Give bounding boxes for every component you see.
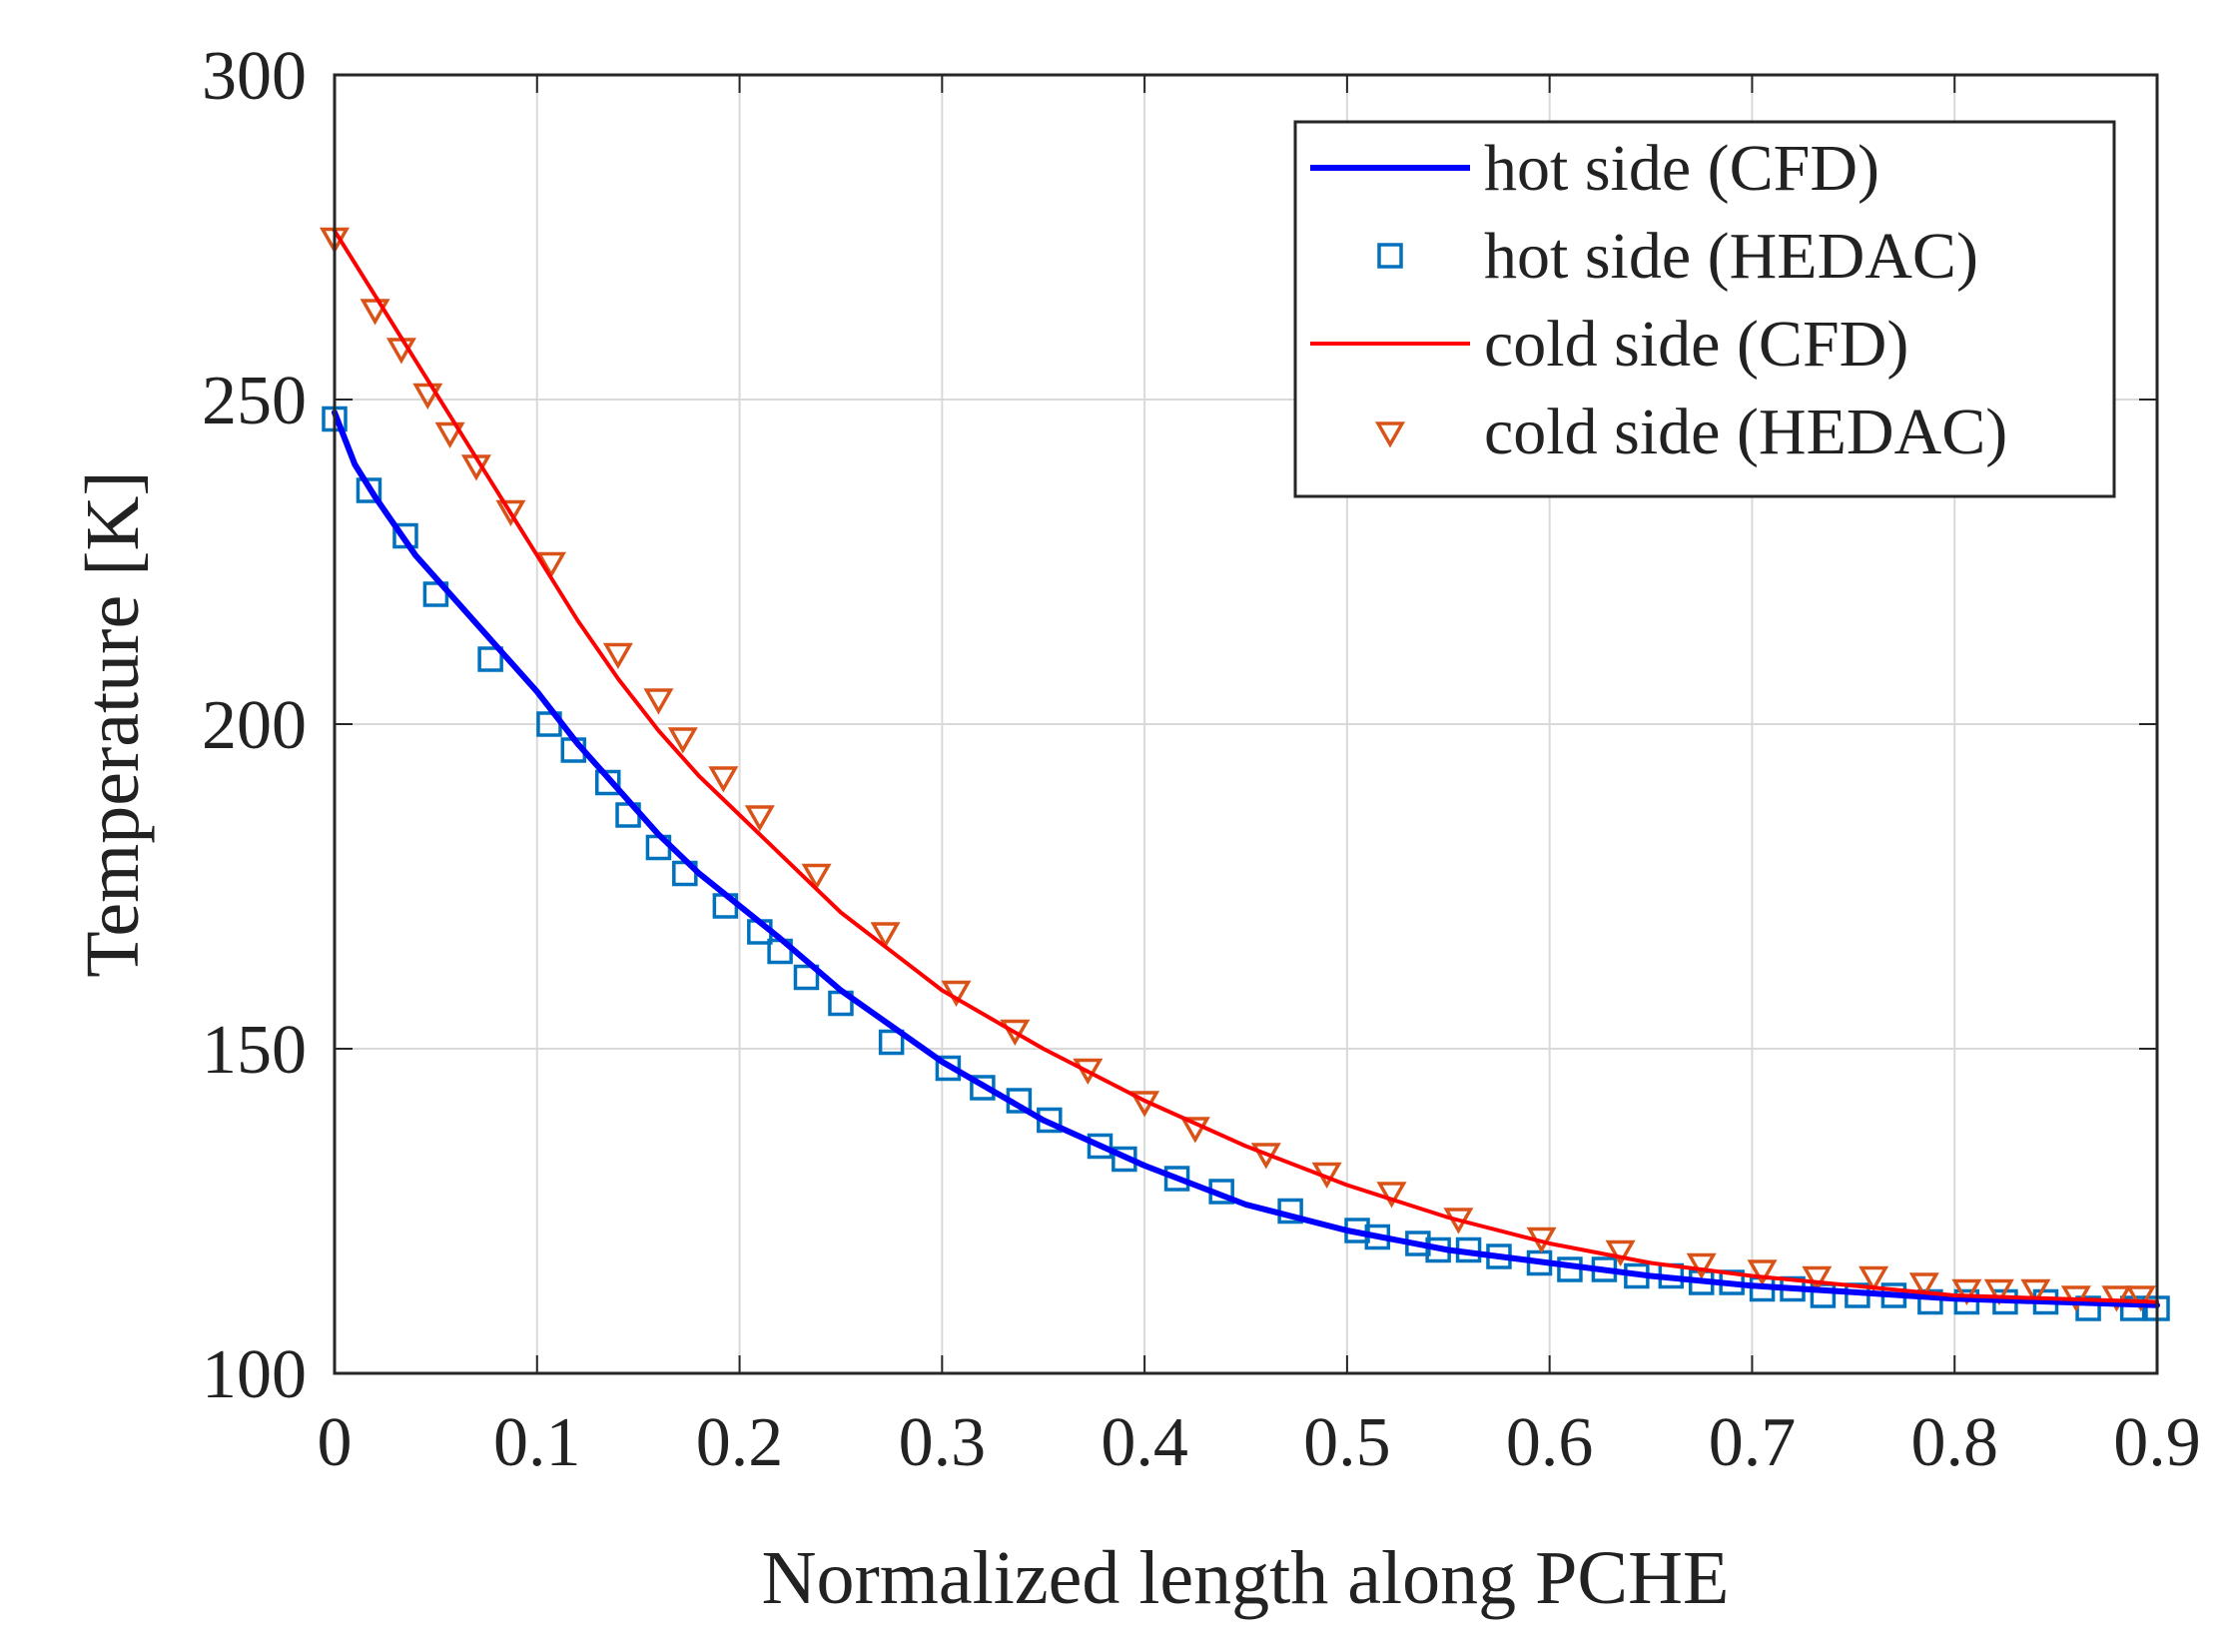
cold-side-hedac-point [1802, 1265, 1833, 1293]
cold-side-hedac-point [495, 499, 526, 527]
axis-ticks [334, 74, 2158, 1374]
hot-side-hedac-point [356, 477, 382, 503]
x-tick-label: 0.4 [1101, 1404, 1188, 1481]
cold-side-hedac-point [2125, 1285, 2156, 1312]
hot-side-hedac-point [595, 769, 621, 796]
cold-side-hedac-point [801, 863, 832, 891]
hot-side-hedac-point [793, 964, 820, 991]
cold-side-hedac-point [2020, 1278, 2051, 1306]
x-tick-label: 0.3 [899, 1404, 987, 1481]
legend-hot-side-cfd-label: hot side (CFD) [1484, 132, 1879, 205]
hot-side-cfd-line [332, 410, 2160, 1308]
legend-cold-side-hedac-label: cold side (HEDAC) [1484, 396, 2007, 468]
cold-side-hedac-point [643, 688, 674, 715]
legend: hot side (CFD) hot side (HEDAC) cold side … [1293, 120, 2116, 498]
cold-side-hedac-point [1179, 1117, 1210, 1144]
x-tick-label: 0.1 [493, 1404, 581, 1481]
x-tick-label: 0.6 [1506, 1404, 1594, 1481]
legend-cold-side-hedac-swatch [1374, 421, 1406, 448]
cold-side-hedac-point [1983, 1278, 2014, 1306]
y-tick-label: 200 [202, 687, 307, 764]
legend-hot-side-hedac-swatch [1377, 243, 1403, 269]
hot-side-hedac-point [1917, 1288, 1943, 1315]
legend-hot-side-hedac-label: hot side (HEDAC) [1484, 220, 1978, 293]
cold-side-hedac-point [1951, 1278, 1982, 1306]
y-tick-label: 300 [202, 38, 307, 115]
cold-side-hedac-point [1859, 1265, 1889, 1293]
legend-box [1293, 120, 2116, 498]
hot-side-hedac-point [477, 646, 503, 672]
cold-side-hedac-point [1000, 1019, 1031, 1047]
hot-side-hedac-point [1163, 1166, 1190, 1192]
hot-side-hedac-point [1087, 1133, 1114, 1160]
y-tick-label: 100 [202, 1336, 307, 1413]
x-tick-label: 0.9 [2113, 1404, 2201, 1481]
cold-side-hedac-point [667, 727, 698, 754]
cold-side-hedac-point [1908, 1272, 1939, 1299]
cold-side-hedac-point [535, 551, 566, 579]
y-tick-label: 250 [202, 363, 307, 439]
cold-side-hedac-point [1686, 1252, 1717, 1280]
legend-cold-side-cfd-label: cold side (CFD) [1484, 308, 1908, 381]
plot-content [319, 227, 2170, 1321]
cold-side-hedac-point [2101, 1285, 2132, 1312]
x-tick-label: 0.8 [1910, 1404, 1998, 1481]
cold-side-hedac-point [1605, 1239, 1636, 1267]
x-tick-label: 0.5 [1303, 1404, 1391, 1481]
y-axis-title: Temperature [K] [71, 470, 155, 977]
cold-side-hedac-point [1376, 1182, 1407, 1209]
cold-side-cfd-line [333, 229, 2159, 1304]
x-tick-label: 0.2 [696, 1404, 784, 1481]
cold-side-hedac-point [708, 766, 739, 793]
cold-side-hedac-point [870, 922, 901, 949]
x-tick-label: 0 [318, 1404, 353, 1481]
cold-side-hedac-point [744, 805, 775, 832]
y-tick-label: 150 [202, 1012, 307, 1089]
tick-labels: 0 0.1 0.2 0.3 0.4 0.5 0.6 0.7 0.8 0.9 100 150 200 250… [202, 38, 2201, 1481]
x-axis-title: Normalized length along PCHE [762, 1536, 1730, 1620]
cold-side-hedac-point [412, 383, 443, 411]
cold-side-hedac-point [1747, 1259, 1778, 1286]
cold-side-hedac-point [360, 299, 390, 326]
x-tick-label: 0.7 [1709, 1404, 1797, 1481]
hot-side-hedac-series [322, 406, 2170, 1321]
cold-side-hedac-point [434, 421, 465, 449]
hot-side-hedac-point [392, 522, 418, 549]
hot-side-cfd-series [332, 410, 2160, 1308]
cold-side-cfd-series [333, 229, 2159, 1304]
hot-side-hedac-point [970, 1075, 996, 1101]
hot-side-hedac-point [878, 1029, 905, 1056]
cold-side-hedac-point [602, 642, 633, 670]
